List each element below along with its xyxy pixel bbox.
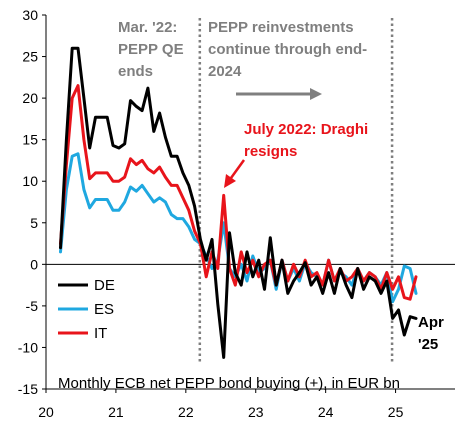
qe-end-annotation-line3: ends	[118, 63, 153, 80]
draghi-arrow-shaft	[229, 159, 246, 179]
x-tick-label: 21	[108, 404, 124, 420]
x-tick-label: 23	[248, 404, 264, 420]
reinvest-annotation-line1: PEPP reinvestments	[208, 19, 354, 36]
reinvest-annotation-line2: continue through end-	[208, 41, 367, 58]
y-tick-label: 15	[22, 132, 38, 148]
reinvest-arrow-head	[310, 88, 322, 100]
qe-end-annotation-line1: Mar. '22:	[118, 19, 177, 36]
series-line-it	[59, 84, 418, 301]
x-axis: 20 21 22 23 24 25	[38, 263, 455, 420]
draghi-annotation-line2: resigns	[244, 143, 297, 160]
legend-label-es: ES	[94, 301, 114, 318]
x-tick-label: 24	[318, 404, 334, 420]
x-tick-label: 22	[178, 404, 194, 420]
last-point-annotation-line1: Apr	[418, 314, 444, 331]
legend: DE ES IT	[58, 277, 115, 342]
qe-end-annotation-line2: PEPP QE	[118, 41, 184, 58]
draghi-annotation-line1: July 2022: Draghi	[244, 121, 368, 138]
chart-caption: Monthly ECB net PEPP bond buying (+), in…	[58, 375, 400, 392]
series-line-de	[59, 46, 418, 359]
last-point-annotation-line2: '25	[418, 336, 438, 353]
y-tick-label: 10	[22, 173, 38, 189]
y-tick-label: -5	[26, 298, 39, 314]
x-tick-label: 25	[388, 404, 404, 420]
series-layer	[59, 46, 418, 359]
y-tick-label: -10	[18, 339, 38, 355]
draghi-arrow	[224, 159, 246, 188]
draghi-arrow-head	[224, 174, 236, 188]
y-tick-label: 20	[22, 90, 38, 106]
reinvest-annotation-line3: 2024	[208, 63, 242, 80]
vertical-marker-lines	[198, 18, 394, 362]
y-tick-label: 0	[30, 256, 38, 272]
reinvest-arrow	[236, 88, 322, 100]
x-tick-label: 20	[38, 404, 54, 420]
y-tick-label: 5	[30, 215, 38, 231]
legend-label-it: IT	[94, 325, 107, 342]
y-tick-label: -15	[18, 381, 38, 397]
y-tick-label: 25	[22, 49, 38, 65]
y-axis: 30 25 20 15 10 5 0 -5 -10 -15	[18, 7, 47, 397]
legend-label-de: DE	[94, 277, 115, 294]
y-tick-label: 30	[22, 7, 38, 23]
